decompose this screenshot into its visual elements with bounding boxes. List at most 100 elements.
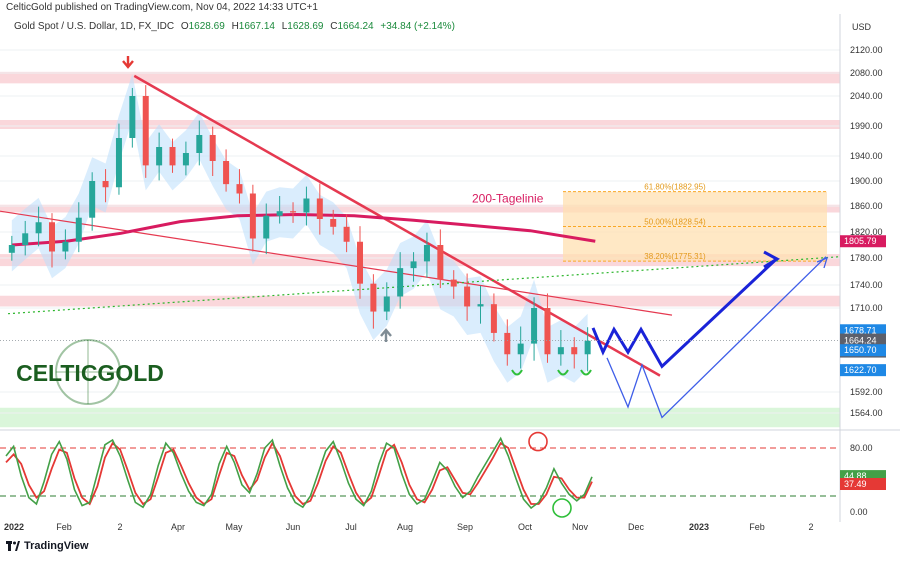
x-tick-8: Sep	[457, 522, 473, 532]
candle-body-13	[182, 153, 189, 166]
price-tick-0: 2120.00	[850, 45, 883, 55]
ohlc-close: 1664.24	[337, 21, 374, 32]
price-tick-3: 1990.00	[850, 121, 883, 131]
x-tick-3: Apr	[171, 522, 185, 532]
price-tick-8: 1780.00	[850, 253, 883, 263]
ohlc-low: 1628.69	[287, 21, 324, 32]
x-tick-10: Nov	[572, 522, 589, 532]
oscillator-tick-2: 0.00	[850, 507, 868, 517]
oscillator-low-circle	[552, 498, 572, 518]
candle-body-28	[383, 296, 390, 312]
downtrend-line-minor	[0, 210, 673, 316]
candle-body-19	[263, 215, 270, 239]
low-marker-arrow-icon	[380, 328, 392, 342]
candle-body-32	[437, 245, 444, 280]
logo-text: CELTICGOLD	[16, 360, 164, 386]
stoch-k-tag-text: 44.88	[844, 471, 867, 481]
x-tick-12: 2023	[689, 522, 709, 532]
candle-body-25	[343, 226, 350, 242]
resistance-zone-1	[0, 120, 840, 129]
bottom-smile-icon-2	[580, 369, 592, 376]
x-tick-0: 2022	[4, 522, 24, 532]
stoch-d-tag-text: 37.49	[844, 479, 867, 489]
publish-header: CelticGold published on TradingView.com,…	[6, 2, 318, 13]
candle-body-4	[62, 241, 69, 252]
x-tick-1: Feb	[56, 522, 72, 532]
price-tick-4: 1940.00	[850, 151, 883, 161]
candle-body-18	[249, 193, 256, 239]
celticgold-logo: CELTICGOLD	[16, 339, 164, 405]
tradingview-logo-icon	[6, 541, 20, 551]
bottom-smile-icon-0	[511, 369, 523, 376]
x-tick-5: Jun	[286, 522, 301, 532]
candle-body-26	[356, 241, 363, 284]
candle-body-6	[89, 181, 96, 218]
candle-body-27	[370, 283, 377, 312]
candle-body-11	[156, 147, 163, 166]
price-tick-6: 1860.00	[850, 201, 883, 211]
x-tick-13: Feb	[749, 522, 765, 532]
ohlc-open: 1628.69	[188, 21, 225, 32]
candle-body-10	[142, 96, 149, 166]
price-tick-9: 1740.00	[850, 280, 883, 290]
x-tick-9: Oct	[518, 522, 533, 532]
candle-body-16	[223, 161, 230, 185]
level-tag-1-text: 1678.71	[844, 325, 877, 335]
oscillator-tick-0: 80.00	[850, 443, 873, 453]
candle-body-33	[450, 279, 457, 287]
logo-ring-icon	[55, 339, 121, 405]
fib-level-label-2: 38.20%(1775.31)	[644, 252, 706, 261]
price-tick-7: 1820.00	[850, 227, 883, 237]
candle-body-3	[48, 222, 55, 252]
tradingview-footer[interactable]: TradingView	[6, 540, 89, 552]
top-marker-arrow-icon	[122, 56, 134, 69]
bottom-smile-icon-1	[557, 369, 569, 376]
instrument-info: Gold Spot / U.S. Dollar, 1D, FX_IDC O162…	[14, 21, 459, 32]
candle-body-39	[531, 308, 538, 344]
forecast-arrowhead-primary	[763, 250, 781, 269]
level-tag-2-bg	[840, 344, 886, 357]
candle-body-0	[8, 245, 15, 253]
candle-body-41	[557, 347, 564, 355]
ohlc-high: 1667.14	[238, 21, 275, 32]
downtrend-line-major	[133, 74, 661, 377]
fib-level-label-0: 61.80%(1882.95)	[644, 183, 706, 192]
candle-body-23	[316, 198, 323, 219]
tradingview-brand: TradingView	[24, 540, 89, 552]
x-tick-11: Dec	[628, 522, 645, 532]
candle-body-30	[410, 261, 417, 269]
resistance-zone-2	[0, 204, 840, 213]
green-dotted-trend	[7, 256, 841, 315]
candle-body-42	[571, 347, 578, 355]
x-tick-2: 2	[117, 522, 122, 532]
price-tick-10: 1710.00	[850, 303, 883, 313]
candle-body-5	[75, 217, 82, 242]
candle-body-38	[517, 343, 524, 355]
price-tick-1: 2080.00	[850, 68, 883, 78]
ohlc-key-open: O	[180, 21, 189, 32]
ma200-price-tag-text: 1805.79	[844, 236, 877, 246]
price-tick-5: 1900.00	[850, 176, 883, 186]
ma200-line	[11, 212, 596, 247]
price-cloud-band	[11, 74, 588, 383]
x-tick-7: Aug	[397, 522, 413, 532]
support-zone	[0, 407, 840, 428]
ma200-label: 200-Tagelinie	[472, 191, 544, 205]
candle-body-2	[35, 222, 42, 234]
currency-label: USD	[852, 22, 872, 32]
ohlc-key-close: C	[330, 21, 338, 32]
level-tag-2-text: 1650.70	[844, 345, 877, 355]
level-tag-3-text: 1622.70	[844, 365, 877, 375]
candle-body-43	[584, 340, 591, 355]
logo-cross-icon	[56, 340, 120, 404]
candle-body-20	[276, 211, 283, 216]
candle-body-14	[196, 135, 203, 153]
ma200-price-tag-bg	[840, 235, 886, 248]
forecast-arrowhead-alternative	[816, 256, 829, 269]
candle-body-9	[129, 96, 136, 138]
x-tick-6: Jul	[345, 522, 357, 532]
x-tick-14: 2	[808, 522, 813, 532]
candle-body-29	[397, 268, 404, 297]
